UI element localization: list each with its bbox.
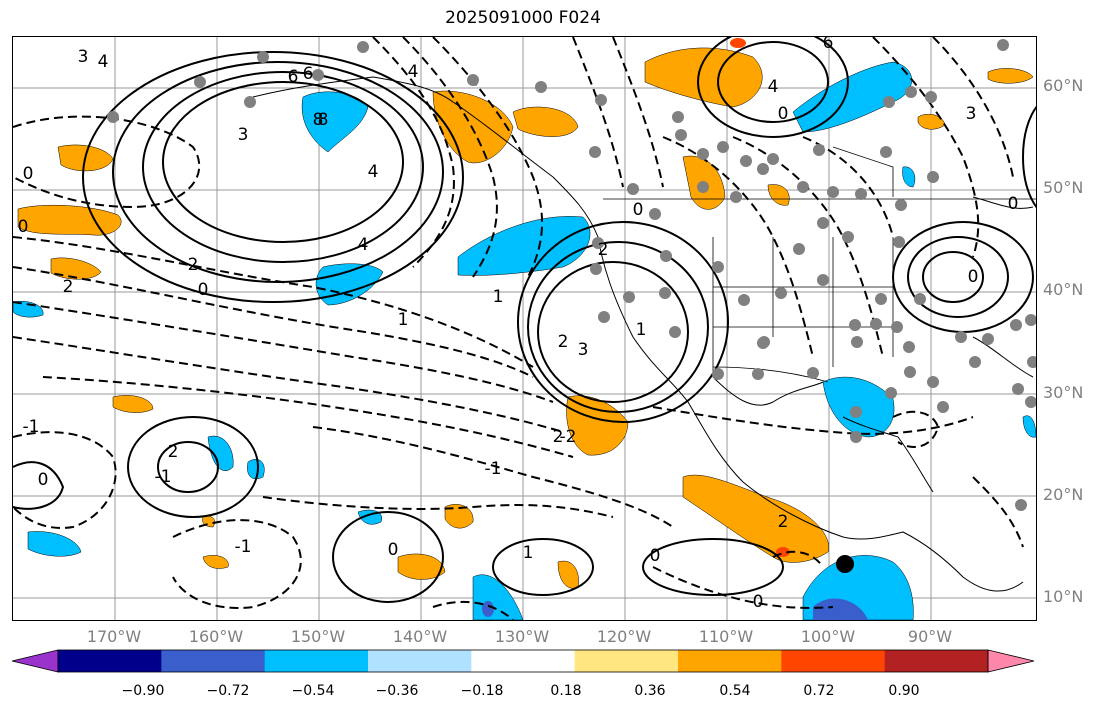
station-dots xyxy=(107,39,1036,511)
colorbar-segment xyxy=(368,650,472,672)
political-borders xyxy=(603,146,1036,383)
latitude-label: 60°N xyxy=(1043,76,1084,95)
colorbar-segment xyxy=(58,650,162,672)
latitude-label: 20°N xyxy=(1043,485,1084,504)
colorbar-segment xyxy=(678,650,782,672)
longitude-label: 100°W xyxy=(800,627,856,646)
latitude-label: 10°N xyxy=(1043,587,1084,606)
colorbar-segment xyxy=(264,650,369,672)
longitude-label: 110°W xyxy=(698,627,754,646)
longitude-label: 160°W xyxy=(188,627,244,646)
colorbar-segment xyxy=(574,650,679,672)
colorbar-extend-high xyxy=(987,649,1035,673)
colorbar-frame xyxy=(57,649,989,673)
colorbar-tick: −0.72 xyxy=(206,683,250,699)
colorbar-tick: −0.90 xyxy=(121,683,165,699)
colorbar-extend-low xyxy=(11,649,59,673)
strong-negative-shading xyxy=(482,598,868,620)
colorbar-segment xyxy=(781,650,886,672)
location-marker xyxy=(836,555,854,573)
longitude-label: 130°W xyxy=(494,627,550,646)
colorbar-segment xyxy=(471,650,576,672)
colorbar xyxy=(11,649,1035,673)
colorbar-tick: 0.54 xyxy=(719,683,751,699)
map-title: 2025091000 F024 xyxy=(445,8,601,28)
colorbar-tick: 0.72 xyxy=(803,683,835,699)
latitude-label: 30°N xyxy=(1043,383,1084,402)
colorbar-segment xyxy=(884,650,989,672)
latitude-label: 40°N xyxy=(1043,280,1084,299)
longitude-label: 140°W xyxy=(392,627,448,646)
map-panel xyxy=(12,36,1037,621)
longitude-label: 170°W xyxy=(86,627,142,646)
latitude-label: 50°N xyxy=(1043,178,1084,197)
colorbar-tick: 0.90 xyxy=(888,683,920,699)
colorbar-tick: −0.18 xyxy=(460,683,504,699)
forecast-map xyxy=(13,37,1036,620)
coastlines xyxy=(252,76,1034,592)
colorbar-tick: −0.36 xyxy=(375,683,419,699)
colorbar-segments xyxy=(11,649,1035,673)
longitude-label: 150°W xyxy=(290,627,346,646)
longitude-label: 120°W xyxy=(596,627,652,646)
colorbar-segment xyxy=(161,650,266,672)
colorbar-tick: 0.18 xyxy=(550,683,582,699)
colorbar-tick: −0.54 xyxy=(291,683,335,699)
colorbar-tick: 0.36 xyxy=(634,683,666,699)
longitude-label: 90°W xyxy=(907,627,953,646)
positive-anomaly-shading xyxy=(17,47,1034,589)
